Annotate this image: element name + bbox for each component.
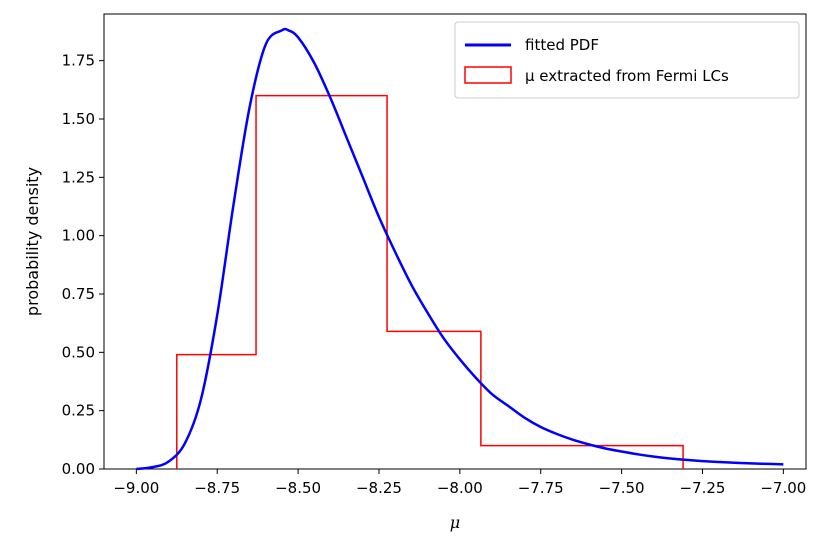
x-axis-label: μ xyxy=(450,513,460,532)
x-tick-label: −7.25 xyxy=(679,479,725,497)
y-tick-label: 1.25 xyxy=(62,168,95,186)
x-tick-label: −8.25 xyxy=(356,479,402,497)
x-tick-label: −7.00 xyxy=(760,479,806,497)
legend-swatch-histogram xyxy=(464,66,512,84)
histogram-bar xyxy=(256,96,387,469)
y-tick-label: 0.00 xyxy=(62,460,95,478)
x-tick-label: −9.00 xyxy=(113,479,159,497)
histogram-outline xyxy=(176,94,684,469)
pdf-series xyxy=(136,27,784,471)
pdf-line xyxy=(136,27,784,471)
x-tick-label: −7.50 xyxy=(599,479,645,497)
y-tick-label: 1.75 xyxy=(62,52,95,70)
y-tick-label: 0.25 xyxy=(62,402,95,420)
x-tick-label: −7.75 xyxy=(518,479,564,497)
y-axis-ticks: 0.00 0.25 0.50 0.75 1.00 1.25 1.50 1.75 xyxy=(62,52,104,478)
y-axis-label: probability density xyxy=(23,167,42,316)
x-tick-label: −8.50 xyxy=(275,479,321,497)
legend: fitted PDF μ extracted from Fermi LCs xyxy=(454,21,800,99)
histogram-bar xyxy=(387,331,481,469)
legend-box xyxy=(454,21,800,99)
x-tick-label: −8.75 xyxy=(194,479,240,497)
y-tick-label: 0.50 xyxy=(62,343,95,361)
legend-label-histogram: μ extracted from Fermi LCs xyxy=(525,67,729,85)
y-tick-label: 1.50 xyxy=(62,110,95,128)
legend-label-fitted-pdf: fitted PDF xyxy=(525,36,599,54)
x-axis-ticks: −9.00 −8.75 −8.50 −8.25 −8.00 −7.75 −7.50 −7.25… xyxy=(113,469,806,497)
axes-border xyxy=(103,13,807,470)
y-tick-label: 0.75 xyxy=(62,285,95,303)
plot-area xyxy=(103,13,807,470)
x-tick-label: −8.00 xyxy=(437,479,483,497)
histogram-bar xyxy=(177,355,256,469)
y-tick-label: 1.00 xyxy=(62,227,95,245)
histogram-series xyxy=(176,94,684,469)
